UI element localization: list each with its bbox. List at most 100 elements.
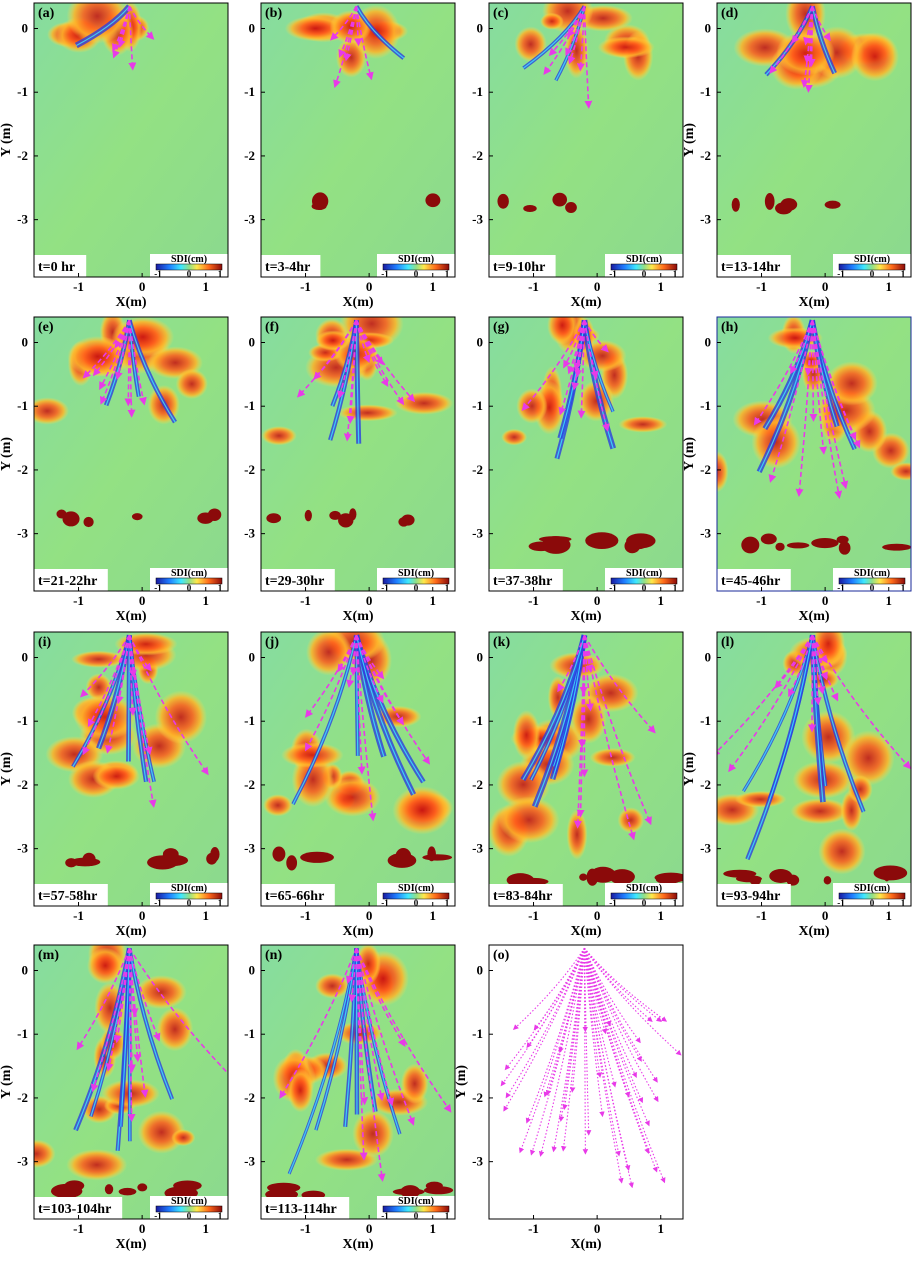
deposit-mark [884, 870, 891, 882]
x-tick-label: 1 [202, 908, 209, 923]
sdi-blob [337, 404, 397, 421]
time-label: t=65-66hr [265, 889, 324, 904]
y-tick-label: -2 [700, 777, 711, 792]
x-axis-label: X(m) [342, 295, 373, 310]
y-tick-label: -1 [17, 713, 28, 728]
y-tick-label: 0 [477, 962, 484, 977]
y-tick-label: -3 [17, 526, 28, 541]
y-tick-label: -2 [244, 1090, 255, 1105]
sdi-blob [570, 695, 606, 744]
deposit-mark [523, 205, 536, 212]
x-axis-label: X(m) [798, 609, 829, 624]
deposit-mark [83, 517, 93, 527]
x-tick-label: 1 [429, 1221, 436, 1236]
x-tick-label: 1 [429, 908, 436, 923]
panel-letter: (k) [493, 635, 510, 650]
deposit-mark [70, 858, 100, 867]
y-tick-label: -1 [472, 1026, 483, 1041]
deposit-mark [426, 1182, 443, 1190]
y-tick-label: -3 [700, 841, 711, 856]
x-tick-label: 0 [822, 908, 829, 923]
y-tick-label: -1 [472, 713, 483, 728]
deposit-mark [741, 537, 759, 554]
colorbar-title: SDI(cm) [626, 254, 662, 265]
sdi-blob [567, 809, 588, 859]
x-tick-label: -1 [73, 1221, 84, 1236]
deposit-mark [769, 869, 792, 883]
deposit-mark [587, 535, 609, 545]
colorbar-title: SDI(cm) [398, 883, 434, 894]
deposit-mark [811, 538, 838, 548]
y-tick-label: -1 [17, 398, 28, 413]
y-tick-label: 0 [705, 334, 712, 349]
panel-letter: (h) [721, 320, 738, 335]
panel-letter: (i) [38, 635, 52, 650]
y-tick-label: -2 [17, 148, 28, 163]
colorbar-title: SDI(cm) [854, 568, 890, 579]
x-tick-label: 1 [885, 908, 892, 923]
time-label: t=93-94hr [721, 889, 780, 904]
panel-letter: (d) [721, 6, 738, 21]
colorbar-title: SDI(cm) [398, 568, 434, 579]
colorbar-title: SDI(cm) [398, 1196, 434, 1207]
sdi-blob [25, 397, 69, 424]
y-tick-label: 0 [477, 649, 484, 664]
y-axis-label: Y (m) [454, 1065, 469, 1099]
x-tick-label: -1 [300, 908, 311, 923]
deposit-mark [132, 513, 143, 520]
sdi-blob [598, 36, 655, 58]
deposit-mark [51, 1184, 82, 1198]
x-tick-label: 1 [202, 279, 209, 294]
deposit-mark [56, 510, 66, 519]
x-axis-label: X(m) [570, 609, 601, 624]
x-axis-label: X(m) [570, 924, 601, 939]
time-label: t=21-22hr [38, 574, 97, 589]
sdi-blob [618, 807, 644, 833]
y-tick-label: -1 [17, 84, 28, 99]
y-tick-label: -3 [472, 841, 483, 856]
x-tick-label: 0 [594, 908, 601, 923]
deposit-mark [266, 513, 281, 523]
sdi-blob [498, 797, 559, 844]
deposit-mark [286, 855, 297, 870]
sdi-blob [176, 369, 208, 399]
x-axis-label: X(m) [342, 924, 373, 939]
y-tick-label: -2 [244, 462, 255, 477]
panel-letter: (l) [721, 635, 735, 650]
y-tick-label: 0 [249, 20, 256, 35]
deposit-mark [210, 847, 219, 862]
x-tick-label: -1 [528, 1221, 539, 1236]
y-tick-label: -3 [472, 212, 483, 227]
deposit-mark [761, 534, 777, 545]
time-label: t=113-114hr [265, 1202, 337, 1217]
y-axis-label: Y (m) [0, 437, 14, 471]
y-tick-label: -2 [472, 148, 483, 163]
deposit-mark [655, 873, 688, 883]
time-label: t=37-38hr [493, 574, 552, 589]
deposit-mark [780, 198, 797, 211]
sdi-blob [263, 794, 293, 816]
sdi-blob [261, 426, 297, 445]
deposit-mark [825, 201, 841, 209]
x-tick-label: -1 [300, 279, 311, 294]
x-axis-label: X(m) [115, 924, 146, 939]
plot-area [489, 945, 683, 1219]
panel-letter: (e) [38, 320, 54, 335]
x-axis-label: X(m) [570, 1237, 601, 1252]
deposit-mark [765, 193, 775, 210]
y-tick-label: -1 [17, 1026, 28, 1041]
y-tick-label: -1 [700, 84, 711, 99]
x-axis-label: X(m) [798, 295, 829, 310]
sdi-blob [540, 13, 564, 30]
y-tick-label: 0 [705, 649, 712, 664]
